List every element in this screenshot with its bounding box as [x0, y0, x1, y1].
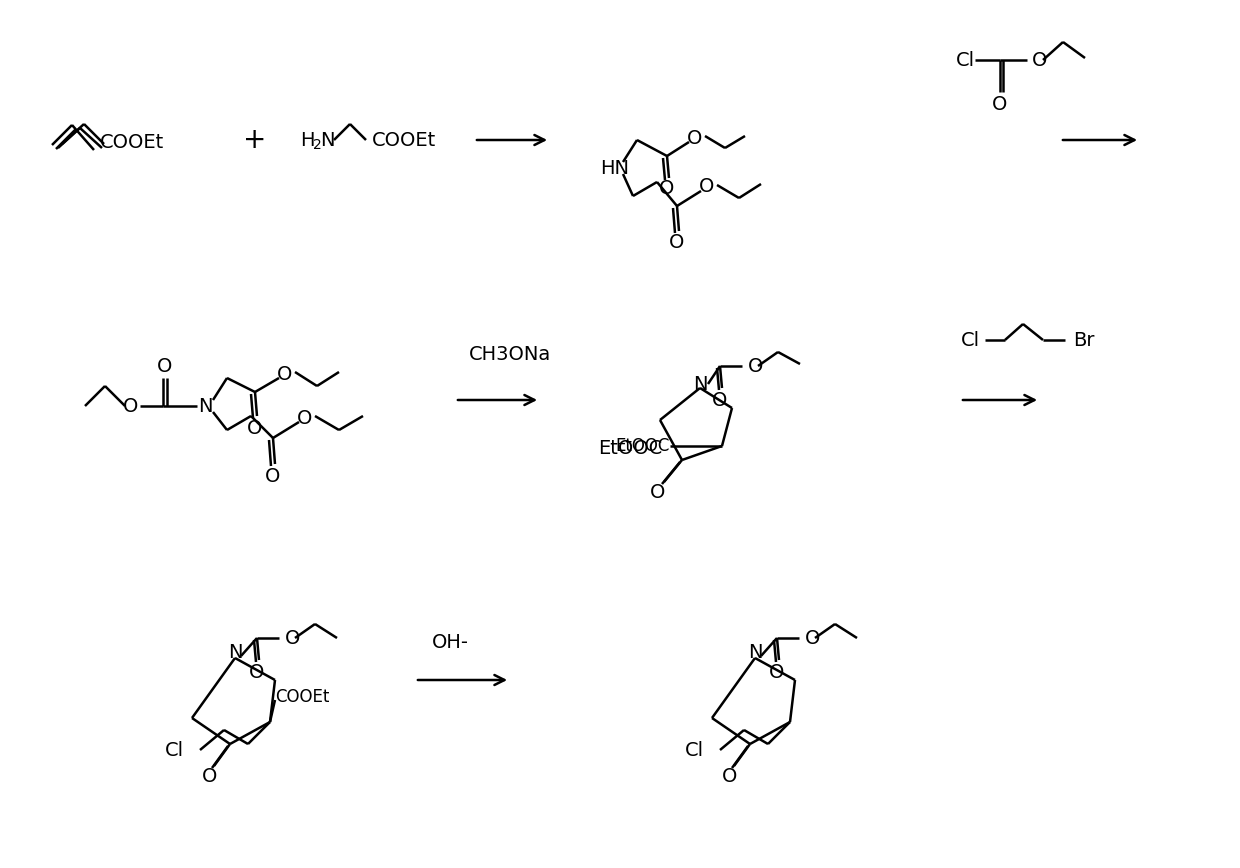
Text: O: O	[723, 767, 738, 786]
Text: 2: 2	[312, 138, 321, 152]
Text: O: O	[748, 357, 764, 376]
Text: O: O	[805, 628, 821, 648]
Text: EtOOC: EtOOC	[598, 438, 662, 457]
Text: EtOOC: EtOOC	[615, 437, 670, 455]
Text: O: O	[157, 357, 172, 376]
Text: N: N	[320, 130, 335, 149]
Text: O: O	[298, 409, 312, 428]
Text: O: O	[278, 365, 293, 384]
Text: O: O	[249, 662, 264, 681]
Text: CH3ONa: CH3ONa	[469, 345, 551, 365]
Text: O: O	[670, 233, 684, 253]
Text: N: N	[197, 397, 212, 416]
Text: O: O	[1032, 50, 1048, 69]
Text: O: O	[285, 628, 300, 648]
Text: N: N	[693, 374, 707, 393]
Text: COOEt: COOEt	[100, 134, 164, 153]
Text: O: O	[660, 180, 675, 199]
Text: O: O	[265, 466, 280, 485]
Text: Cl: Cl	[684, 740, 704, 760]
Text: OH-: OH-	[432, 633, 469, 652]
Text: Br: Br	[1073, 331, 1095, 350]
Text: H: H	[300, 130, 315, 149]
Text: N: N	[748, 642, 763, 661]
Text: O: O	[769, 662, 785, 681]
Text: COOEt: COOEt	[372, 130, 436, 149]
Text: O: O	[687, 128, 703, 148]
Text: N: N	[228, 642, 242, 661]
Text: O: O	[247, 418, 263, 437]
Text: O: O	[202, 767, 218, 786]
Text: Cl: Cl	[956, 50, 975, 69]
Text: COOEt: COOEt	[275, 688, 330, 706]
Text: Cl: Cl	[165, 740, 184, 760]
Text: HN: HN	[600, 159, 630, 177]
Text: O: O	[650, 483, 666, 502]
Text: O: O	[712, 391, 728, 410]
Text: O: O	[992, 95, 1008, 114]
Text: O: O	[123, 397, 139, 416]
Text: +: +	[243, 126, 267, 154]
Text: O: O	[699, 177, 714, 196]
Text: Cl: Cl	[961, 331, 980, 350]
